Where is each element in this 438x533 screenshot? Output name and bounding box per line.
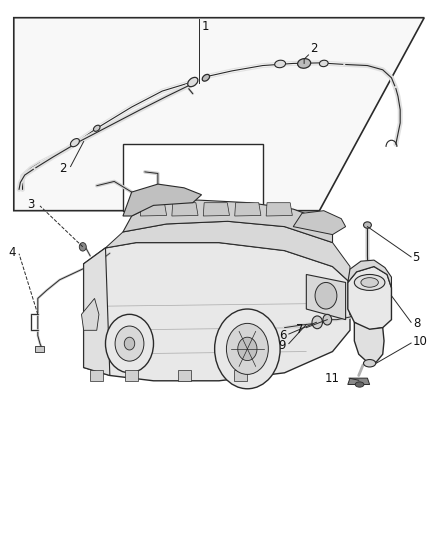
Text: 9: 9: [279, 338, 286, 352]
Polygon shape: [172, 203, 198, 216]
Text: 2: 2: [60, 161, 67, 175]
Ellipse shape: [361, 278, 378, 287]
Ellipse shape: [202, 75, 209, 81]
Ellipse shape: [319, 60, 328, 67]
Circle shape: [312, 316, 322, 329]
Polygon shape: [84, 243, 350, 381]
Ellipse shape: [355, 382, 364, 387]
Text: 1: 1: [201, 20, 209, 34]
Polygon shape: [141, 203, 166, 216]
Ellipse shape: [275, 60, 286, 68]
Bar: [35, 346, 44, 352]
Polygon shape: [106, 221, 350, 282]
Polygon shape: [348, 266, 392, 330]
Text: 10: 10: [413, 335, 428, 349]
Text: 8: 8: [413, 318, 420, 330]
Polygon shape: [306, 274, 346, 320]
Ellipse shape: [364, 222, 371, 228]
Polygon shape: [234, 370, 247, 381]
Polygon shape: [177, 370, 191, 381]
Circle shape: [115, 326, 144, 361]
Ellipse shape: [297, 59, 311, 68]
Polygon shape: [90, 370, 103, 381]
Circle shape: [215, 309, 280, 389]
Polygon shape: [123, 144, 263, 211]
Polygon shape: [354, 322, 384, 362]
Text: 7: 7: [296, 322, 304, 336]
Polygon shape: [81, 298, 99, 330]
Text: 5: 5: [413, 252, 420, 264]
Text: 11: 11: [325, 372, 339, 385]
Polygon shape: [125, 370, 138, 381]
Ellipse shape: [364, 360, 376, 367]
Circle shape: [315, 282, 337, 309]
Circle shape: [226, 324, 268, 374]
Text: 3: 3: [28, 198, 35, 211]
Ellipse shape: [71, 139, 79, 147]
Circle shape: [124, 337, 135, 350]
Circle shape: [323, 314, 332, 325]
Ellipse shape: [188, 77, 198, 87]
Ellipse shape: [354, 274, 385, 290]
Circle shape: [238, 337, 257, 361]
Text: 6: 6: [279, 329, 286, 342]
Polygon shape: [348, 260, 392, 288]
Polygon shape: [123, 184, 201, 216]
Polygon shape: [266, 203, 292, 216]
Polygon shape: [348, 378, 370, 384]
Text: 4: 4: [8, 246, 16, 259]
Ellipse shape: [93, 125, 100, 131]
Polygon shape: [203, 203, 230, 216]
Polygon shape: [123, 200, 332, 243]
Polygon shape: [14, 18, 424, 211]
Polygon shape: [84, 248, 110, 375]
Polygon shape: [293, 211, 346, 235]
Text: 2: 2: [310, 42, 317, 55]
Polygon shape: [235, 203, 261, 216]
Circle shape: [106, 314, 153, 373]
Circle shape: [79, 243, 86, 251]
